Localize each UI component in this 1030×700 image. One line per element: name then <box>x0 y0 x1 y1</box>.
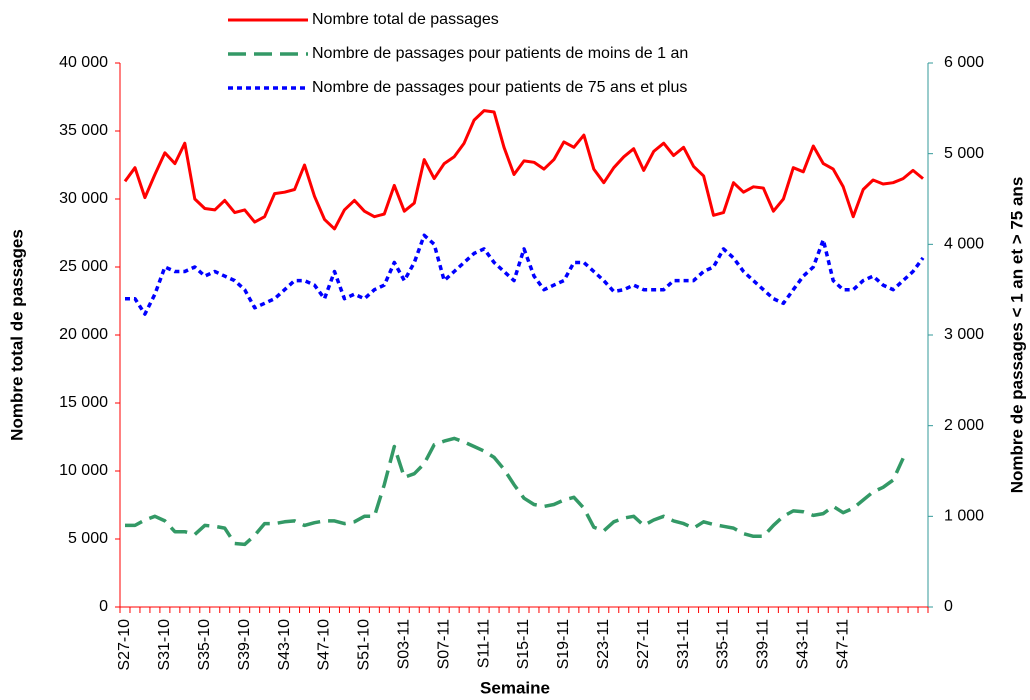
x-tick-label: S15-11 <box>515 619 532 670</box>
x-tick-label: S39-10 <box>236 619 253 671</box>
y-tick-label: 35 000 <box>59 122 108 139</box>
x-tick-label: S27-10 <box>116 619 133 671</box>
x-tick-label: S31-10 <box>156 619 173 671</box>
y-tick-label: 0 <box>99 598 108 615</box>
y2-tick-label: 4 000 <box>944 236 984 253</box>
series-line <box>125 233 925 316</box>
x-axis-title: Semaine <box>480 678 550 697</box>
y-tick-label: 15 000 <box>59 394 108 411</box>
x-tick-label: S47-11 <box>834 619 851 670</box>
y2-tick-label: 2 000 <box>944 417 984 434</box>
x-tick-label: S03-11 <box>396 619 413 670</box>
y-tick-label: 20 000 <box>59 326 108 343</box>
y2-tick-label: 3 000 <box>944 326 984 343</box>
x-tick-label: S39-11 <box>755 619 772 670</box>
y-tick-label: 25 000 <box>59 258 108 275</box>
x-tick-label: S11-11 <box>475 619 492 668</box>
y-tick-label: 10 000 <box>59 462 108 479</box>
x-tick-label: S23-11 <box>595 619 612 670</box>
y2-tick-label: 0 <box>944 598 953 615</box>
x-tick-label: S47-10 <box>316 619 333 671</box>
x-tick-label: S35-11 <box>715 619 732 670</box>
series-line <box>123 109 924 231</box>
x-tick-label: S19-11 <box>555 619 572 670</box>
y-tick-label: 40 000 <box>59 54 108 71</box>
y-tick-label: 5 000 <box>68 530 108 547</box>
x-tick-label: S51-10 <box>356 619 373 671</box>
x-tick-label: S43-10 <box>276 619 293 671</box>
y2-axis-title: Nombre de passages < 1 an et > 75 ans <box>1007 177 1026 494</box>
y2-tick-label: 1 000 <box>944 508 984 525</box>
legend-label: Nombre de passages pour patients de 75 a… <box>312 79 687 96</box>
legend-label: Nombre de passages pour patients de moin… <box>312 45 688 62</box>
y2-tick-label: 6 000 <box>944 54 984 71</box>
x-tick-label: S43-11 <box>795 619 812 670</box>
x-tick-label: S31-11 <box>675 619 692 670</box>
y2-tick-label: 5 000 <box>944 145 984 162</box>
legend-label: Nombre total de passages <box>312 11 499 28</box>
x-tick-label: S07-11 <box>435 619 452 670</box>
y-axis-title: Nombre total de passages <box>7 229 26 441</box>
series-line <box>125 436 905 547</box>
y-tick-label: 30 000 <box>59 190 108 207</box>
x-tick-label: S27-11 <box>635 619 652 670</box>
x-tick-label: S35-10 <box>196 619 213 671</box>
